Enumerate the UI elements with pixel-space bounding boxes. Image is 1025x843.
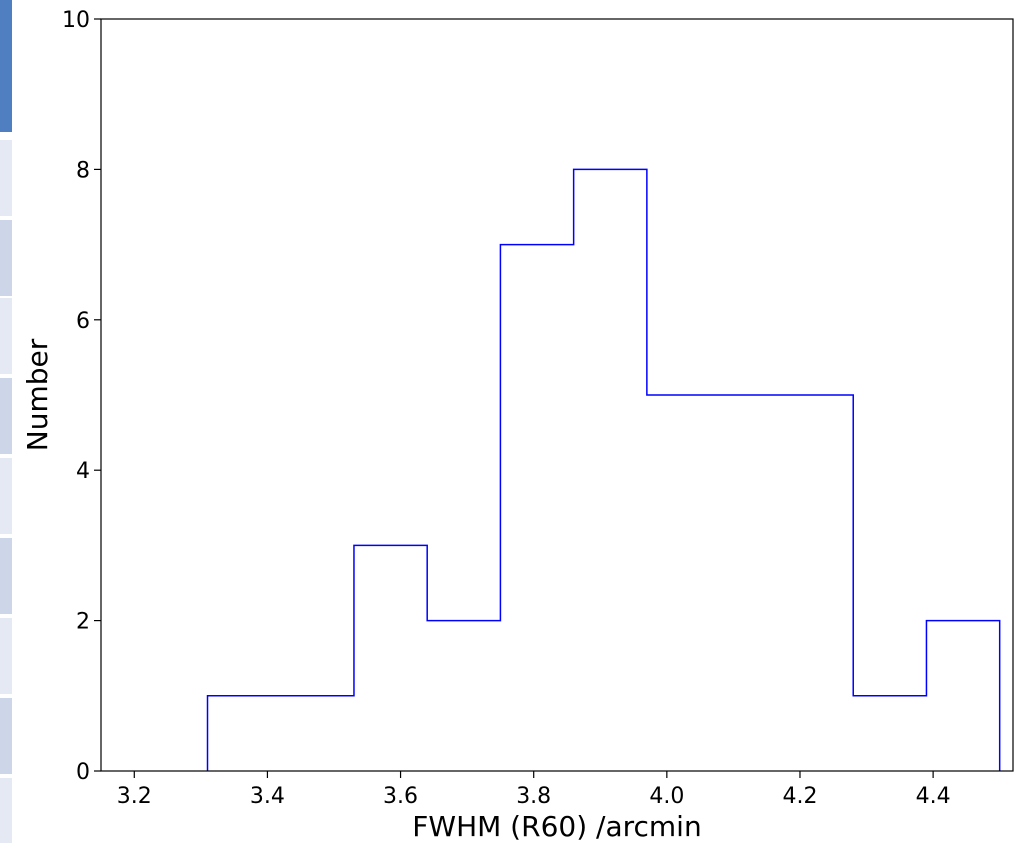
sidebar-strip-segment bbox=[0, 378, 12, 454]
sidebar-strip-segment bbox=[0, 298, 12, 374]
plot-background bbox=[101, 19, 1013, 771]
y-tick-label: 0 bbox=[76, 760, 90, 785]
sidebar-strip-segment bbox=[0, 618, 12, 694]
x-tick-label: 3.8 bbox=[516, 784, 551, 809]
y-axis: 0 2 4 6 8 10 bbox=[62, 8, 101, 785]
x-tick-label: 3.2 bbox=[117, 784, 152, 809]
x-tick-label: 4.2 bbox=[782, 784, 817, 809]
y-tick-label: 4 bbox=[76, 459, 90, 484]
x-tick-label: 4.0 bbox=[649, 784, 684, 809]
sidebar-strip-segment bbox=[0, 140, 12, 216]
y-tick-label: 6 bbox=[76, 309, 90, 334]
y-tick-label: 10 bbox=[62, 8, 90, 33]
sidebar-strip bbox=[0, 0, 12, 843]
x-tick-label: 4.4 bbox=[916, 784, 951, 809]
plot-frame bbox=[100, 18, 1014, 772]
x-axis-title: FWHM (R60) /arcmin bbox=[412, 810, 701, 843]
histogram-step-line bbox=[206, 168, 1001, 771]
x-tick-label: 3.6 bbox=[383, 784, 418, 809]
sidebar-strip-accent bbox=[0, 0, 12, 132]
y-axis-title: Number bbox=[21, 338, 54, 451]
sidebar-strip-segment bbox=[0, 698, 12, 774]
y-tick-label: 2 bbox=[76, 610, 90, 635]
sidebar-strip-segment bbox=[0, 220, 12, 296]
y-tick-label: 8 bbox=[76, 158, 90, 183]
x-tick-label: 3.4 bbox=[250, 784, 285, 809]
sidebar-strip-segment bbox=[0, 458, 12, 534]
sidebar-strip-segment bbox=[0, 778, 12, 843]
sidebar-strip-segment bbox=[0, 538, 12, 614]
x-axis: 3.2 3.4 3.6 3.8 4.0 4.2 4.4 bbox=[117, 771, 951, 809]
